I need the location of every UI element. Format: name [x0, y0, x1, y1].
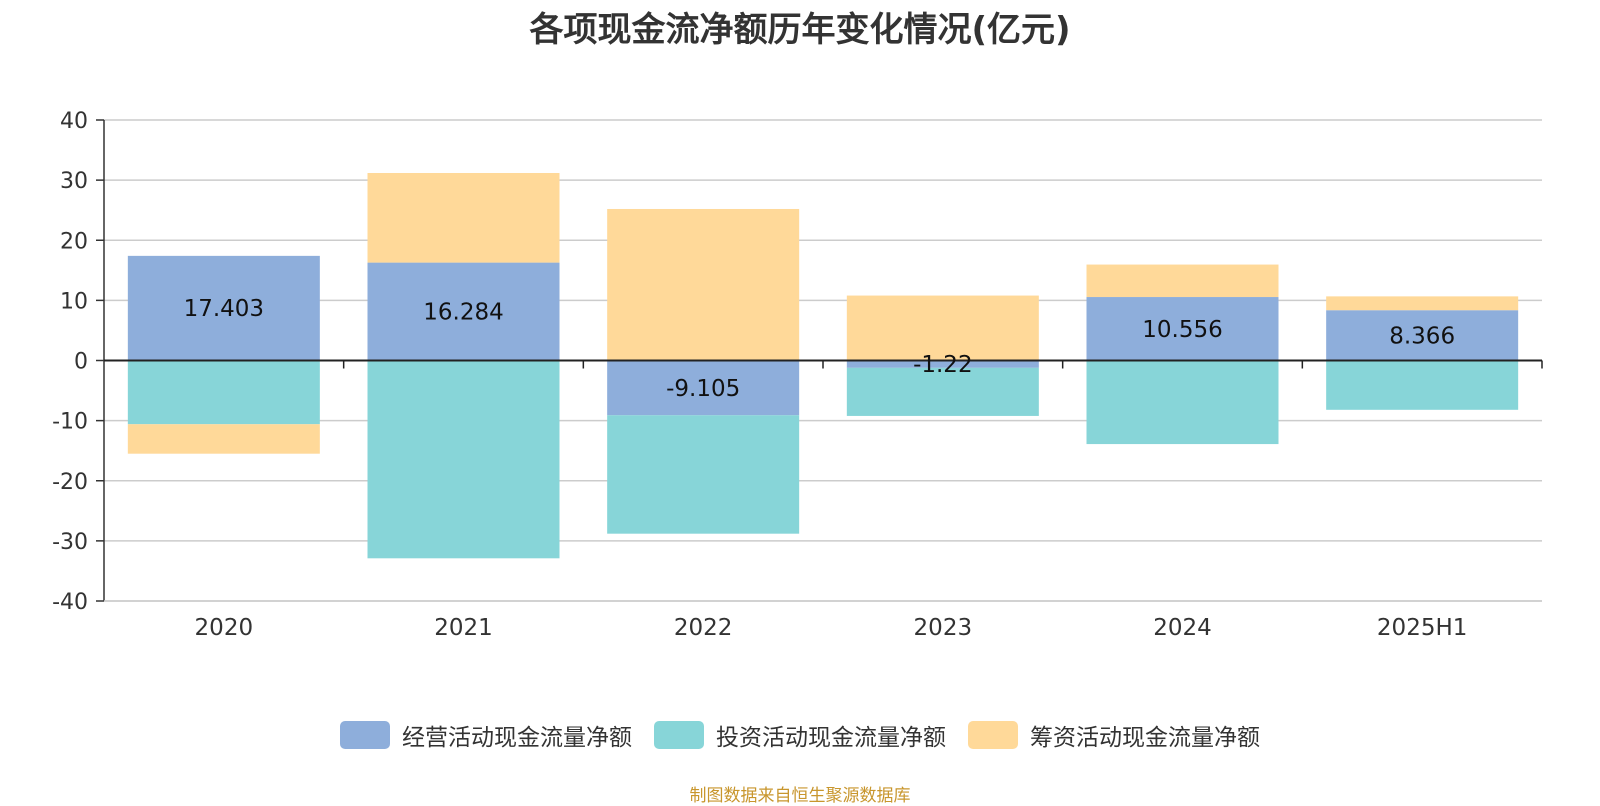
bar-s2-2023 [846, 295, 1039, 361]
y-tick-label--30: -30 [52, 530, 88, 555]
bar-s1-2022 [607, 415, 800, 534]
bar-s1-2024 [1086, 360, 1279, 445]
bar-s0-2025H1 [1326, 310, 1519, 361]
data-label-2020: 17.403 [184, 296, 264, 322]
bar-s1-2023 [846, 367, 1039, 416]
bar-s2-2020 [127, 424, 320, 454]
x-tick-label-2025H1: 2025H1 [1377, 615, 1467, 641]
chart-title: 各项现金流净额历年变化情况(亿元) [529, 10, 1071, 50]
x-tick-label-2023: 2023 [914, 615, 973, 641]
bar-s2-2022 [607, 208, 800, 361]
legend-swatch-investing [654, 721, 704, 749]
legend-label-investing: 投资活动现金流量净额 [716, 725, 946, 751]
y-tick-label-40: 40 [60, 109, 88, 134]
bar-s1-2025H1 [1326, 360, 1519, 410]
legend: 经营活动现金流量净额 投资活动现金流量净额 筹资活动现金流量净额 [0, 718, 1600, 752]
data-label-2022: -9.105 [666, 376, 740, 402]
y-tick-label-10: 10 [60, 289, 88, 314]
x-tick-label-2022: 2022 [674, 615, 733, 641]
legend-swatch-operating [340, 721, 390, 749]
bar-s1-2020 [127, 360, 320, 425]
data-label-2025H1: 8.366 [1389, 323, 1455, 349]
legend-label-operating: 经营活动现金流量净额 [402, 725, 632, 751]
y-tick-label-30: 30 [60, 169, 88, 194]
source-note: 制图数据来自恒生聚源数据库 [689, 786, 911, 806]
legend-item-investing[interactable]: 投资活动现金流量净额 [654, 718, 946, 752]
y-tick-label--10: -10 [52, 410, 88, 435]
data-label-2021: 16.284 [423, 300, 503, 326]
bar-s1-2021 [367, 360, 560, 559]
bar-s0-2022 [607, 360, 800, 416]
bar-layer [127, 173, 1519, 559]
legend-item-financing[interactable]: 筹资活动现金流量净额 [968, 718, 1260, 752]
y-tick-label--20: -20 [52, 470, 88, 495]
bar-s0-2021 [367, 262, 560, 361]
bar-s0-2020 [127, 255, 320, 361]
data-label-2024: 10.556 [1142, 317, 1222, 343]
y-tick-label-20: 20 [60, 229, 88, 254]
bar-s2-2025H1 [1326, 296, 1519, 311]
y-tick-label--40: -40 [52, 590, 88, 615]
bar-s0-2023 [846, 360, 1039, 368]
bar-s2-2024 [1086, 264, 1279, 298]
label-layer: 17.403 16.284 -9.105 -1.22 10.556 8.366 [184, 296, 1456, 402]
x-tick-label-2020: 2020 [195, 615, 254, 641]
axis-layer: 40 30 20 10 0 -10 -20 -30 -40 2020 2021 2022 2023 202… [52, 109, 1543, 641]
y-tick-label-0: 0 [74, 350, 88, 375]
legend-label-financing: 筹资活动现金流量净额 [1030, 725, 1260, 751]
bar-s0-2024 [1086, 297, 1279, 361]
legend-item-operating[interactable]: 经营活动现金流量净额 [340, 718, 632, 752]
x-tick-label-2021: 2021 [434, 615, 493, 641]
legend-swatch-financing [968, 721, 1018, 749]
data-label-2023: -1.22 [913, 352, 973, 378]
bar-s2-2021 [367, 173, 560, 263]
x-tick-label-2024: 2024 [1153, 615, 1212, 641]
